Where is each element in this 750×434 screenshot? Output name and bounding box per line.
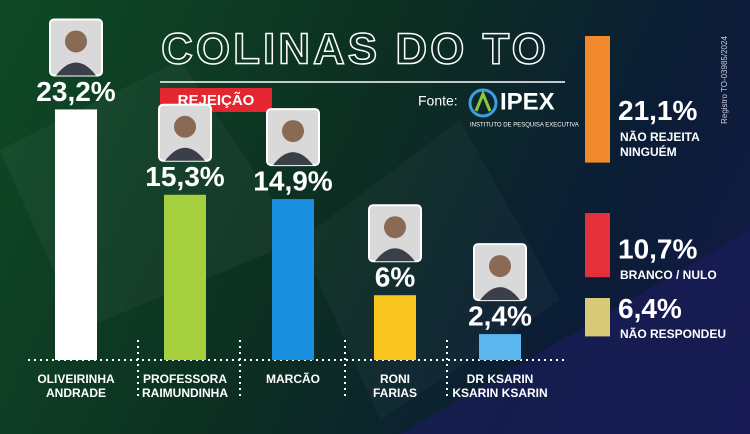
photo (384, 216, 406, 239)
value-label: 6% (375, 262, 416, 293)
value-label: 10,7% (618, 234, 697, 265)
category-label: BRANCO / NULO (620, 268, 717, 283)
category-label: NÃO REJEITA NINGUÉM (620, 129, 700, 159)
category-label: RONI FARIAS (372, 372, 418, 400)
category-label: PROFESSORA RAIMUNDINHA (142, 372, 228, 400)
title: COLINAS DO TO (161, 25, 549, 74)
bar (374, 295, 416, 360)
bar (164, 194, 206, 360)
bar (272, 199, 314, 360)
category-label: NÃO RESPONDEU (620, 327, 727, 342)
source-label: Fonte: (418, 93, 458, 109)
photo (375, 248, 415, 262)
category-label: DR KSARIN KSARIN KSARIN (452, 372, 548, 400)
value-label: 2,4% (468, 300, 532, 331)
source-caption: INSTITUTO DE PESQUISA EXECUTIVA (470, 123, 579, 129)
photo (165, 147, 205, 161)
bar (585, 213, 610, 278)
bar (585, 36, 610, 163)
bar (479, 334, 521, 360)
registration: Registro TO-03985/2024 (720, 36, 729, 124)
value-label: 6,4% (618, 293, 682, 324)
bar (55, 109, 97, 360)
bg-shape (400, 230, 750, 434)
source-logo (468, 88, 498, 118)
photo (282, 120, 304, 143)
photo (480, 287, 520, 301)
value-label: 15,3% (145, 161, 224, 192)
value-label: 23,2% (36, 76, 115, 107)
value-label: 21,1% (618, 95, 697, 126)
photo (65, 30, 87, 53)
source-logo (474, 90, 492, 112)
value-label: 14,9% (253, 165, 332, 196)
photo (273, 152, 313, 166)
photo (489, 255, 511, 278)
category-label: MARCÃO (266, 372, 320, 386)
source: IPEX (500, 88, 555, 115)
photo (56, 62, 96, 76)
photo (174, 115, 196, 138)
category-label: OLIVEIRINHA ANDRADE (37, 372, 115, 400)
bar (585, 298, 610, 337)
